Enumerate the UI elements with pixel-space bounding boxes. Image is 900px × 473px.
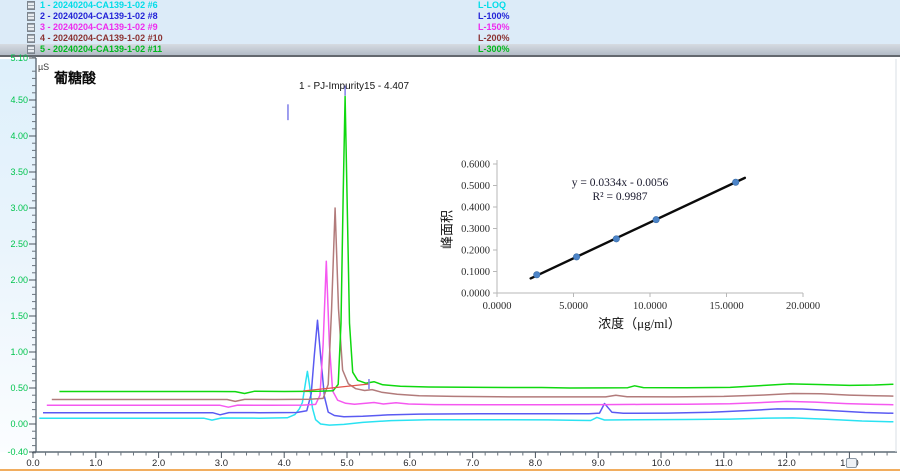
legend-row-1[interactable]: 1 - 20240204-CA139-1-02 #6 L-LOQ: [0, 0, 900, 11]
calibration-point: [732, 178, 740, 186]
injection-name: 5 - 20240204-CA139-1-02 #11: [40, 44, 163, 54]
trendline-equation: y = 0.0334x - 0.0056 R² = 0.9987: [540, 176, 700, 204]
legend-row-5[interactable]: 5 - 20240204-CA139-1-02 #11 L-300%: [0, 44, 900, 55]
x-tick-label: 4.0: [278, 458, 291, 469]
level-label: L-LOQ: [478, 0, 506, 10]
inset-x-tick-label: 10.0000: [633, 301, 667, 312]
injection-name: 4 - 20240204-CA139-1-02 #10: [40, 33, 163, 43]
y-tick-label: 1.50: [10, 311, 28, 321]
x-tick-label: 3.0: [215, 458, 228, 469]
equation-line: y = 0.0334x - 0.0056: [571, 177, 669, 189]
x-tick-label: 7.0: [466, 458, 479, 469]
x-tick-label: 10.0: [652, 458, 671, 469]
x-tick-label: 9.0: [592, 458, 605, 469]
legend-row-3[interactable]: 3 - 20240204-CA139-1-02 #9 L-150%: [0, 22, 900, 33]
inset-x-tick-label: 5.0000: [559, 301, 588, 312]
level-label: L-150%: [478, 22, 510, 32]
y-tick-label: 0.00: [10, 419, 28, 429]
window-border-line: [0, 469, 900, 471]
inset-x-tick-label: 0.0000: [483, 301, 512, 312]
chromatogram-icon: [27, 1, 35, 10]
y-tick-label: 0.50: [10, 383, 28, 393]
y-tick-label: 1.00: [10, 347, 28, 357]
injection-name: 3 - 20240204-CA139-1-02 #9: [40, 22, 158, 32]
inset-x-axis-title: 浓度（μg/ml）: [598, 316, 681, 331]
peak-label: 1 - PJ-Impurity15 - 4.407: [299, 81, 410, 92]
x-tick-label: 6.0: [403, 458, 416, 469]
trace-l-100%[interactable]: [43, 319, 894, 418]
y-tick-label: -0.40: [7, 447, 28, 457]
trace-l-200%[interactable]: [51, 207, 894, 403]
y-tick-label: 2.00: [10, 275, 28, 285]
y-tick-label: 4.00: [10, 131, 28, 141]
injection-legend: 1 - 20240204-CA139-1-02 #6 L-LOQ 2 - 20240…: [0, 0, 900, 57]
injection-name: 1 - 20240204-CA139-1-02 #6: [40, 0, 158, 10]
calibration-point: [533, 271, 541, 279]
x-tick-label: 0.0: [26, 458, 39, 469]
x-tick-label: 8.0: [529, 458, 542, 469]
inset-y-tick-label: 0.4000: [461, 203, 490, 214]
level-label: L-100%: [478, 11, 510, 21]
legend-row-4[interactable]: 4 - 20240204-CA139-1-02 #10 L-200%: [0, 33, 900, 44]
trace-l-loq[interactable]: [39, 370, 894, 426]
trace-l-300%[interactable]: [59, 95, 894, 395]
x-tick-label: 11.0: [715, 458, 733, 469]
level-label: L-300%: [478, 44, 510, 54]
x-tick-label: 2.0: [152, 458, 165, 469]
y-axis-unit-label: µS: [38, 62, 50, 72]
calibration-point: [573, 253, 581, 261]
y-axis-margin: [0, 59, 36, 452]
y-tick-label: 4.50: [10, 95, 28, 105]
calibration-point: [612, 235, 620, 243]
inset-x-tick-label: 15.0000: [709, 301, 743, 312]
trace-l-150%[interactable]: [46, 260, 894, 408]
r-squared-line: R² = 0.9987: [592, 191, 648, 203]
integration-baseline: [302, 383, 370, 392]
inset-y-tick-label: 0.3000: [461, 224, 490, 235]
inset-y-tick-label: 0.0000: [461, 289, 490, 300]
chromatogram-icon: [27, 23, 35, 32]
inset-y-tick-label: 0.1000: [461, 267, 490, 278]
inset-x-tick-label: 20.0000: [786, 301, 820, 312]
inset-y-tick-label: 0.2000: [461, 246, 490, 257]
legend-row-2[interactable]: 2 - 20240204-CA139-1-02 #8 L-100%: [0, 11, 900, 22]
calibration-point: [652, 216, 660, 224]
inset-y-tick-label: 0.5000: [461, 181, 490, 192]
chromatogram-icon: [27, 12, 35, 21]
inset-y-tick-label: 0.6000: [461, 160, 490, 171]
trendline: [529, 176, 747, 280]
x-tick-label: 12.0: [777, 458, 796, 469]
inset-y-axis-title: 峰面积: [439, 210, 455, 250]
y-tick-label: 5.10: [10, 53, 28, 63]
x-tick-label: 1.0: [89, 458, 102, 469]
chromatogram-icon: [27, 45, 35, 54]
y-tick-label: 2.50: [10, 239, 28, 249]
y-tick-label: 3.50: [10, 167, 28, 177]
chromatogram-title: 葡糖酸: [54, 70, 96, 86]
x-tick-label: 5.0: [340, 458, 353, 469]
level-label: L-200%: [478, 33, 510, 43]
resize-grip[interactable]: [846, 458, 857, 468]
y-tick-label: 3.00: [10, 203, 28, 213]
injection-name: 2 - 20240204-CA139-1-02 #8: [40, 11, 158, 21]
chromatogram-icon: [27, 34, 35, 43]
